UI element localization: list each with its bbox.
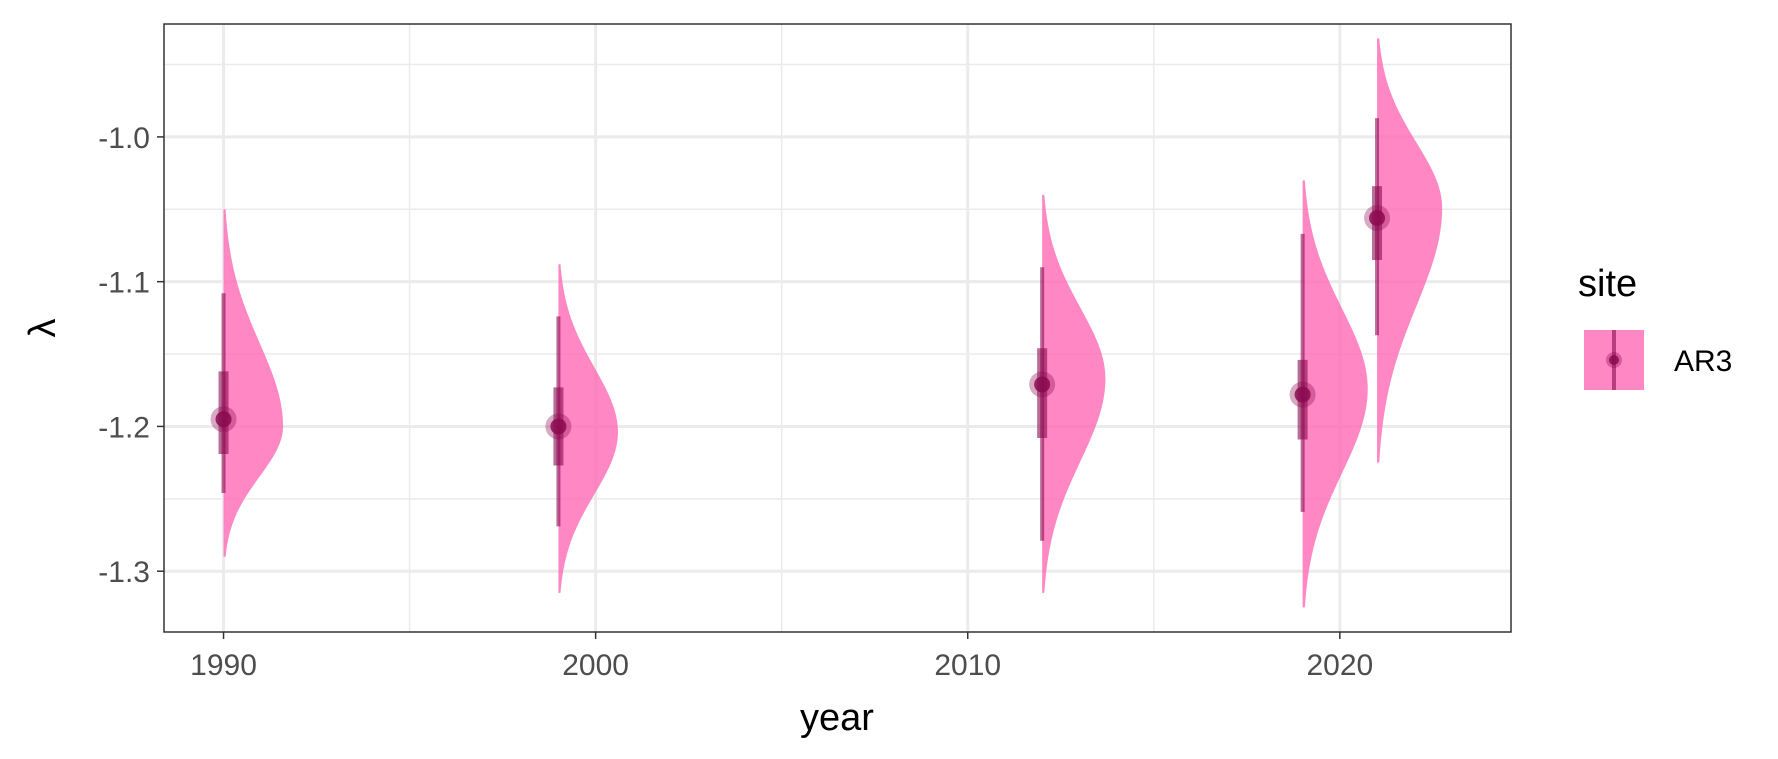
median-point <box>215 411 232 428</box>
x-tick-label: 1990 <box>190 649 257 682</box>
y-tick-label: -1.3 <box>98 556 150 589</box>
density-slab <box>223 209 284 557</box>
y-axis-title: λ <box>22 319 64 338</box>
plot-panel <box>164 24 1511 632</box>
legend-key-ar3 <box>1584 330 1644 390</box>
data-layer <box>210 38 1443 608</box>
x-tick-label: 2000 <box>562 649 629 682</box>
x-axis-title: year <box>800 697 874 739</box>
y-tick-label: -1.1 <box>98 267 150 300</box>
legend-label-ar3: AR3 <box>1674 345 1732 378</box>
density-slab <box>1377 38 1443 463</box>
x-tick-label: 2020 <box>1306 649 1373 682</box>
plot-border <box>163 23 1512 633</box>
x-tick-label: 2010 <box>934 649 1001 682</box>
density-slab <box>1042 194 1106 593</box>
density-slab <box>558 264 618 593</box>
median-point <box>550 418 567 435</box>
legend: site AR3 <box>1578 263 1732 390</box>
legend-key-point <box>1609 355 1619 365</box>
legend-title: site <box>1578 263 1637 305</box>
median-point <box>1034 376 1051 393</box>
axes: 1990 2000 2010 2020 -1.3 -1.2 -1.1 -1.0 <box>98 122 1373 682</box>
y-tick-label: -1.0 <box>98 122 150 155</box>
median-point <box>1369 209 1386 226</box>
median-point <box>1294 386 1311 403</box>
y-tick-label: -1.2 <box>98 411 150 444</box>
density-slab <box>1302 180 1368 608</box>
